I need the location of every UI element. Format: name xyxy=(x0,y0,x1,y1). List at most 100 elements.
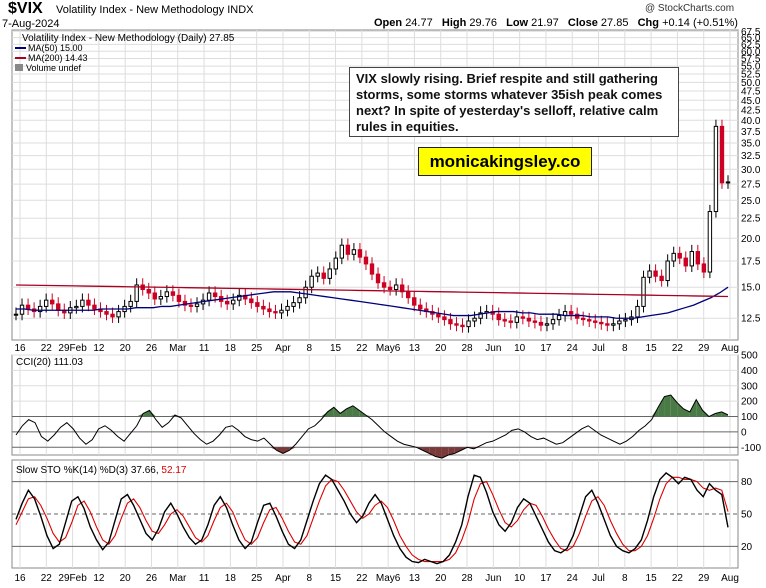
candle-body xyxy=(25,304,31,310)
candle-body xyxy=(297,297,302,304)
candle-body xyxy=(261,305,266,310)
candle-body xyxy=(80,299,85,307)
cci-fill-pos xyxy=(340,408,347,417)
candle-body xyxy=(249,298,254,304)
candle-body xyxy=(448,319,453,325)
candle-body xyxy=(466,320,471,328)
candle-body xyxy=(375,273,381,284)
candle-body xyxy=(611,323,616,326)
price-y-tick: 20.0 xyxy=(741,234,761,245)
x-tick-label-bottom: 26 xyxy=(146,573,158,584)
price-y-tick: 30.0 xyxy=(741,165,761,176)
cci-fill-pos xyxy=(677,402,684,417)
low-label: Low xyxy=(506,17,529,29)
candle-body xyxy=(653,270,658,277)
x-tick-label: 24 xyxy=(567,343,579,354)
price-y-tick: 45.0 xyxy=(741,96,761,107)
cci-fill-pos xyxy=(352,405,360,417)
candle-body xyxy=(37,305,43,313)
price-y-tick: 67.5 xyxy=(741,27,761,38)
candle-body xyxy=(188,304,194,307)
candle-body xyxy=(152,292,157,300)
legend-ma200: MA(200) 14.43 xyxy=(28,53,88,63)
x-tick-label: 8 xyxy=(622,343,628,354)
x-tick-label: 29Feb xyxy=(58,343,87,354)
x-tick-label: 29 xyxy=(698,343,710,354)
price-y-tick: 17.5 xyxy=(741,256,761,267)
x-tick-label: 18 xyxy=(225,343,237,354)
symbol-title: $VIX xyxy=(8,0,43,17)
brand-label: monicakingsley.co xyxy=(418,147,592,176)
chg-label: Chg xyxy=(637,17,659,29)
candle-body xyxy=(605,323,610,326)
candle-body xyxy=(502,319,507,322)
chart-date: 7-Aug-2024 xyxy=(2,18,60,30)
candle-body xyxy=(309,275,314,288)
cci-fill-pos xyxy=(321,411,328,417)
price-y-tick: 57.5 xyxy=(741,54,761,65)
candle-body xyxy=(460,324,465,328)
candle-body xyxy=(255,302,260,307)
low-value: 21.97 xyxy=(531,17,559,29)
x-tick-label: 25 xyxy=(251,343,263,354)
cci-fill-pos xyxy=(327,407,334,417)
candle-body xyxy=(412,297,417,306)
cci-fill-pos xyxy=(683,408,690,417)
x-tick-label: Aug xyxy=(721,343,739,354)
price-y-tick: 65.0 xyxy=(741,33,761,44)
x-tick-label-bottom: 15 xyxy=(330,573,342,584)
cci-fill-neg xyxy=(435,447,442,459)
cci-fill-pos xyxy=(715,411,722,417)
price-y-tick: 55.0 xyxy=(741,62,761,73)
x-tick-label: 13 xyxy=(409,343,421,354)
legend-volume-swatch xyxy=(15,64,23,71)
high-label: High xyxy=(441,17,467,29)
candle-body xyxy=(568,311,574,315)
x-tick-label-bottom: 17 xyxy=(540,573,552,584)
cci-fill-neg xyxy=(270,447,277,451)
security-name: Volatility Index - New Methodology INDX xyxy=(56,4,254,16)
candle-body xyxy=(231,299,236,305)
x-tick-label: 22 xyxy=(672,343,684,354)
x-tick-label-bottom: 25 xyxy=(251,573,263,584)
candle-body xyxy=(647,270,652,278)
candle-body xyxy=(593,320,598,323)
x-tick-label-bottom: 15 xyxy=(646,573,658,584)
price-y-tick: 62.5 xyxy=(741,40,761,51)
candle-body xyxy=(212,292,218,298)
x-tick-label-bottom: 22 xyxy=(41,573,53,584)
cci-fill-pos xyxy=(651,407,659,417)
x-tick-label-bottom: Jul xyxy=(592,573,605,584)
x-tick-label: 11 xyxy=(199,343,210,354)
candle-body xyxy=(128,300,133,307)
candle-body xyxy=(393,284,399,291)
x-tick-label: Mar xyxy=(169,343,187,354)
cci-title: CCI(20) 111.03 xyxy=(16,357,83,368)
price-y-tick: 22.5 xyxy=(741,214,761,225)
candle-body xyxy=(224,300,230,305)
candle-body xyxy=(176,294,182,302)
candle-body xyxy=(635,305,640,318)
cci-y-tick: 200 xyxy=(741,397,758,408)
cci-y-tick: 400 xyxy=(741,366,758,377)
candle-body xyxy=(279,309,284,314)
x-tick-label: 26 xyxy=(146,343,158,354)
candle-body xyxy=(617,320,622,325)
candle-body xyxy=(574,313,580,319)
candle-body xyxy=(677,252,682,259)
candle-body xyxy=(659,275,664,282)
candle-body xyxy=(725,181,731,184)
candle-body xyxy=(273,311,278,314)
candle-body xyxy=(303,286,308,299)
x-tick-label: Jul xyxy=(592,343,605,354)
legend-main: Volatility Index - New Methodology (Dail… xyxy=(22,33,235,44)
sto-y-tick: 80 xyxy=(741,477,753,488)
candle-body xyxy=(285,305,290,311)
candle-body xyxy=(170,291,176,296)
x-tick-label-bottom: 20 xyxy=(435,573,447,584)
candle-body xyxy=(436,313,441,318)
candle-body xyxy=(701,263,707,273)
candle-body xyxy=(580,317,586,321)
x-tick-label: 20 xyxy=(435,343,447,354)
